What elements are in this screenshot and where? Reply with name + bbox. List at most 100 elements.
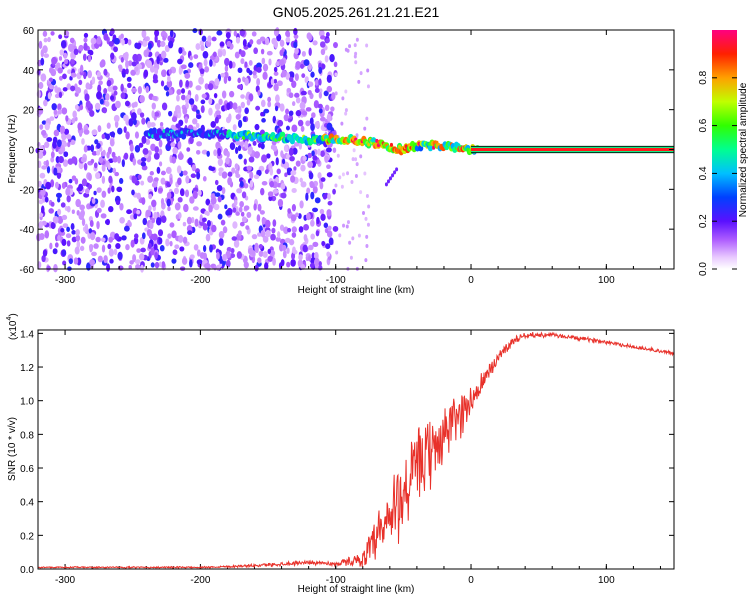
spectrogram-noise-cell bbox=[127, 39, 132, 46]
spectrogram-noise-cell bbox=[320, 48, 326, 56]
spectrogram-noise-cell bbox=[329, 54, 335, 63]
spectrogram-noise-cell bbox=[83, 37, 88, 43]
spectrogram-noise-cell bbox=[36, 233, 41, 242]
spectrogram-noise-cell bbox=[281, 158, 286, 165]
spectrogram-noise-cell bbox=[256, 169, 262, 177]
spectrogram-noise-cell bbox=[225, 157, 230, 165]
spectrogram-noise-cell bbox=[310, 71, 315, 78]
spectrogram-noise-cell bbox=[297, 119, 304, 127]
spectrogram-noise-cell bbox=[332, 188, 336, 195]
spectrogram-noise-cell bbox=[114, 100, 121, 109]
spectrogram-noise-cell bbox=[179, 79, 183, 88]
colorbar: 0.0 0.2 0.4 0.6 0.8 Normalized spectral ampl… bbox=[698, 30, 749, 276]
spectrogram-noise-cell bbox=[326, 113, 332, 122]
spectrogram-noise-cell bbox=[154, 146, 159, 154]
spectrogram-noise-cell bbox=[50, 156, 55, 163]
spectrogram-noise-cell bbox=[248, 156, 255, 163]
spectrogram-noise-cell bbox=[156, 56, 160, 65]
spectrogram-noise-cell bbox=[132, 254, 137, 263]
svg-text:(x104): (x104) bbox=[6, 313, 19, 340]
spectrogram-noise-cell bbox=[66, 83, 72, 90]
spectrogram-noise-cell bbox=[166, 75, 171, 82]
spectrogram-noise-cell bbox=[247, 146, 253, 153]
spectrogram-noise-cell bbox=[261, 118, 266, 123]
spectrogram-noise-cell bbox=[272, 257, 276, 266]
spectrogram-noise-cell bbox=[308, 244, 314, 251]
spectrogram-noise-cell bbox=[233, 199, 238, 206]
spectrogram-noise-cell bbox=[37, 107, 44, 115]
spectrogram-noise-cell bbox=[239, 221, 245, 227]
spectrogram-noise-cell bbox=[363, 171, 367, 176]
spectrogram-noise-cell bbox=[138, 142, 144, 148]
spectrogram-noise-cell bbox=[300, 164, 306, 172]
spectrogram-noise-cell bbox=[226, 102, 231, 111]
spectrogram-noise-cell bbox=[245, 225, 250, 230]
spectrogram-noise-cell bbox=[320, 177, 326, 182]
spectrogram-noise-cell bbox=[147, 150, 152, 156]
spectrogram-noise-cell bbox=[145, 209, 151, 218]
spectrogram-noise-cell bbox=[143, 49, 149, 58]
spectrogram-noise-cell bbox=[323, 90, 329, 97]
spectrogram-noise-cell bbox=[348, 44, 352, 49]
spectrogram-noise-cell bbox=[83, 42, 88, 51]
spectrogram-noise-cell bbox=[40, 188, 46, 197]
spectrogram-noise-cell bbox=[140, 247, 146, 253]
spectrogram-noise-cell bbox=[331, 92, 336, 101]
spectrogram-noise-cell bbox=[318, 29, 325, 37]
spectrogram-noise-cell bbox=[38, 221, 43, 229]
spectrogram-noise-cell bbox=[94, 139, 99, 145]
spectrogram-noise-cell bbox=[136, 209, 141, 215]
spectrogram-noise-cell bbox=[44, 196, 49, 203]
spectrogram-noise-cell bbox=[192, 105, 198, 112]
spectrogram-noise-cell bbox=[283, 226, 289, 234]
colorbar-label: Normalized spectral amplitude bbox=[738, 82, 749, 217]
spectrogram-noise-cell bbox=[216, 251, 220, 260]
spectrogram-noise-cell bbox=[113, 46, 118, 53]
spectrogram-noise-cell bbox=[273, 83, 279, 92]
spectrogram-noise-cell bbox=[222, 226, 228, 234]
spectrogram-noise-cell bbox=[359, 154, 363, 159]
spectrogram-noise-cell bbox=[123, 126, 127, 133]
spectrogram-noise-cell bbox=[338, 175, 342, 180]
spectrogram-ytick-label: -60 bbox=[20, 265, 35, 276]
spectrogram-noise-cell bbox=[106, 151, 110, 159]
spectrogram-noise-cell bbox=[281, 244, 287, 252]
spectrogram-noise-cell bbox=[193, 244, 199, 251]
spectrogram-xlabel: Height of straight line (km) bbox=[298, 285, 415, 296]
spectrogram-noise-cell bbox=[45, 181, 52, 190]
spectrogram-noise-cell bbox=[304, 77, 309, 84]
spectrogram-noise-cell bbox=[166, 191, 172, 199]
spectrogram-noise-cell bbox=[202, 176, 207, 182]
spectrogram-noise-cell bbox=[130, 239, 135, 248]
spectrogram-noise-cell bbox=[171, 258, 177, 264]
spectrogram-noise-cell bbox=[120, 83, 124, 92]
spectrogram-noise-cell bbox=[241, 216, 247, 223]
spectrogram-noise-cell bbox=[239, 180, 244, 188]
spectrogram-noise-cell bbox=[294, 92, 300, 98]
spectrogram-noise-cell bbox=[76, 240, 81, 249]
spectrogram-noise-cell bbox=[71, 209, 75, 214]
spectrogram-noise-cell bbox=[79, 104, 84, 111]
spectrogram-noise-cell bbox=[156, 39, 162, 48]
spectrogram-noise-cell bbox=[152, 73, 158, 82]
spectrogram-noise-cell bbox=[177, 58, 183, 65]
spectrogram-noise-cell bbox=[62, 159, 69, 167]
spectrogram-noise-cell bbox=[40, 57, 45, 66]
spectrogram-noise-cell bbox=[160, 177, 166, 185]
spectrogram-noise-cell bbox=[130, 112, 137, 121]
spectrogram-noise-cell bbox=[169, 177, 173, 185]
spectrogram-noise-cell bbox=[326, 230, 333, 238]
spectrogram-noise-cell bbox=[364, 216, 368, 221]
spectrogram-noise-cell bbox=[303, 234, 308, 242]
spectrogram-noise-cell bbox=[157, 229, 164, 237]
spectrogram-noise-cell bbox=[175, 123, 181, 129]
spectrogram-noise-cell bbox=[151, 182, 158, 188]
spectrogram-noise-cell bbox=[187, 94, 191, 100]
spectrogram-noise-cell bbox=[57, 103, 62, 111]
spectrogram-noise-cell bbox=[94, 102, 101, 110]
spectrogram-noise-cell bbox=[344, 89, 348, 94]
spectrogram-noise-cell bbox=[318, 108, 323, 114]
spectrogram-noise-cell bbox=[182, 170, 188, 176]
spectrogram-noise-cell bbox=[108, 175, 113, 184]
spectrogram-noise-cell bbox=[295, 212, 300, 218]
